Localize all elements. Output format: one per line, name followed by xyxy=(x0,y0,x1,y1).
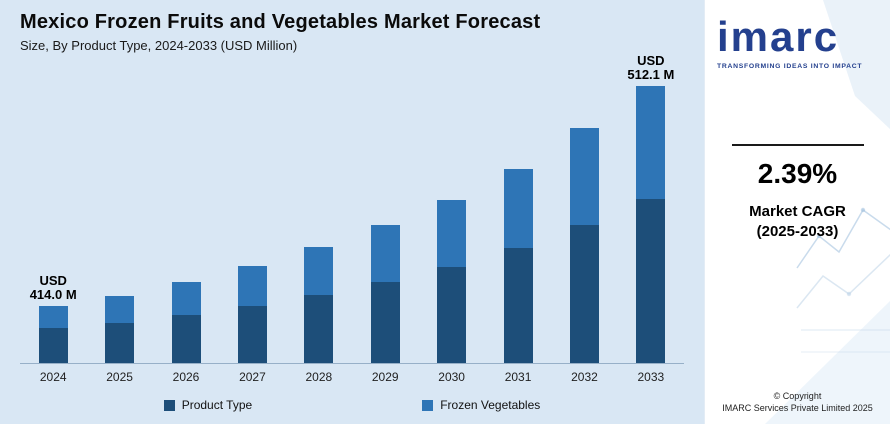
bar-segment-frozen-vegetables xyxy=(304,247,334,295)
chart-panel: Mexico Frozen Fruits and Vegetables Mark… xyxy=(20,10,684,412)
stacked-bar xyxy=(38,306,68,363)
brand-panel: imarc TRANSFORMING IDEAS INTO IMPACT 2.3… xyxy=(704,0,890,424)
bar-segment-product-type xyxy=(636,199,666,363)
x-axis-labels: 2024 2025 2026 2027 2028 2029 2030 2031 2032 2033 xyxy=(20,370,684,384)
bar-value-label-2033: USD 512.1 M xyxy=(627,53,675,82)
bar-segment-frozen-vegetables xyxy=(437,200,467,267)
bar-group-2032 xyxy=(551,56,617,363)
cagr-block: 2.39% Market CAGR (2025-2033) xyxy=(717,144,878,242)
stacked-bar xyxy=(237,266,267,363)
copyright: © Copyright IMARC Services Private Limit… xyxy=(717,390,878,414)
bar-segment-frozen-vegetables xyxy=(38,306,68,328)
chart-header: Mexico Frozen Fruits and Vegetables Mark… xyxy=(20,10,684,54)
bar-segment-frozen-vegetables xyxy=(636,86,666,199)
x-axis-label-2028: 2028 xyxy=(305,370,333,384)
cagr-value: 2.39% xyxy=(757,158,838,189)
bar-segment-product-type xyxy=(105,323,135,363)
imarc-logo: imarc TRANSFORMING IDEAS INTO IMPACT xyxy=(717,13,878,71)
legend-item-product-type: Product Type xyxy=(163,398,253,412)
bar-group-2026 xyxy=(153,56,219,363)
x-axis-label-2033: 2033 xyxy=(637,370,665,384)
bar-group-2031 xyxy=(485,56,551,363)
bar-groups: USD 414.0 M USD 512.1 M xyxy=(20,53,684,363)
copyright-line2: IMARC Services Private Limited 2025 xyxy=(722,403,873,413)
bar-segment-frozen-vegetables xyxy=(370,225,400,282)
legend-swatch xyxy=(163,399,175,411)
bar-value-label-2024: USD 414.0 M xyxy=(29,273,77,302)
stacked-bar xyxy=(304,247,334,363)
bar-segment-product-type xyxy=(569,225,599,363)
bar-segment-product-type xyxy=(171,315,201,363)
chart-title: Mexico Frozen Fruits and Vegetables Mark… xyxy=(20,11,541,33)
divider xyxy=(731,144,864,146)
chart-legend: Product Type Frozen Vegetables xyxy=(20,398,684,412)
legend-swatch xyxy=(422,399,434,411)
stacked-bar xyxy=(171,282,201,363)
bar-segment-product-type xyxy=(370,282,400,363)
bar-segment-product-type xyxy=(237,306,267,363)
stacked-bar xyxy=(105,296,135,363)
stacked-bar xyxy=(437,200,467,363)
bar-group-2029 xyxy=(352,56,418,363)
stacked-bar xyxy=(503,169,533,363)
bar-group-2033: USD 512.1 M xyxy=(618,53,684,363)
legend-label: Product Type xyxy=(181,398,253,412)
x-axis-label-2027: 2027 xyxy=(239,370,266,384)
bar-group-2025 xyxy=(86,56,152,363)
bar-group-2027 xyxy=(219,56,285,363)
stacked-bar xyxy=(370,225,400,363)
copyright-line1: © Copyright xyxy=(773,391,822,401)
bar-segment-frozen-vegetables xyxy=(569,128,599,225)
bar-segment-frozen-vegetables xyxy=(503,169,533,248)
x-axis-label-2025: 2025 xyxy=(106,370,133,384)
cagr-label-line1: Market CAGR xyxy=(749,203,846,220)
x-axis-label-2026: 2026 xyxy=(172,370,200,384)
imarc-tagline: TRANSFORMING IDEAS INTO IMPACT xyxy=(717,63,863,70)
x-axis-label-2024: 2024 xyxy=(39,370,67,384)
bar-segment-frozen-vegetables xyxy=(171,282,201,315)
x-axis-label-2032: 2032 xyxy=(571,370,598,384)
stacked-bar xyxy=(569,128,599,363)
cagr-label: Market CAGR (2025-2033) xyxy=(717,202,878,242)
cagr-label-line2: (2025-2033) xyxy=(756,223,839,240)
chart-subtitle: Size, By Product Type, 2024-2033 (USD Mi… xyxy=(20,38,298,53)
x-axis-label-2030: 2030 xyxy=(438,370,465,384)
bar-segment-product-type xyxy=(38,328,68,363)
bar-segment-product-type xyxy=(304,295,334,363)
bar-group-2030 xyxy=(418,56,484,363)
x-axis-label-2031: 2031 xyxy=(504,370,532,384)
legend-item-frozen-vegetables: Frozen Vegetables xyxy=(422,398,540,412)
bar-segment-product-type xyxy=(437,267,467,363)
x-axis-label-2029: 2029 xyxy=(371,370,399,384)
stacked-bar xyxy=(636,86,666,363)
legend-label: Frozen Vegetables xyxy=(440,398,541,412)
bar-group-2024: USD 414.0 M xyxy=(20,56,86,363)
bar-segment-frozen-vegetables xyxy=(105,296,135,323)
bar-chart-plot: USD 414.0 M USD 512.1 M xyxy=(20,53,684,364)
bar-segment-frozen-vegetables xyxy=(237,266,267,306)
imarc-logo-text: imarc xyxy=(717,13,840,60)
bar-segment-product-type xyxy=(503,248,533,363)
bar-group-2028 xyxy=(286,56,352,363)
